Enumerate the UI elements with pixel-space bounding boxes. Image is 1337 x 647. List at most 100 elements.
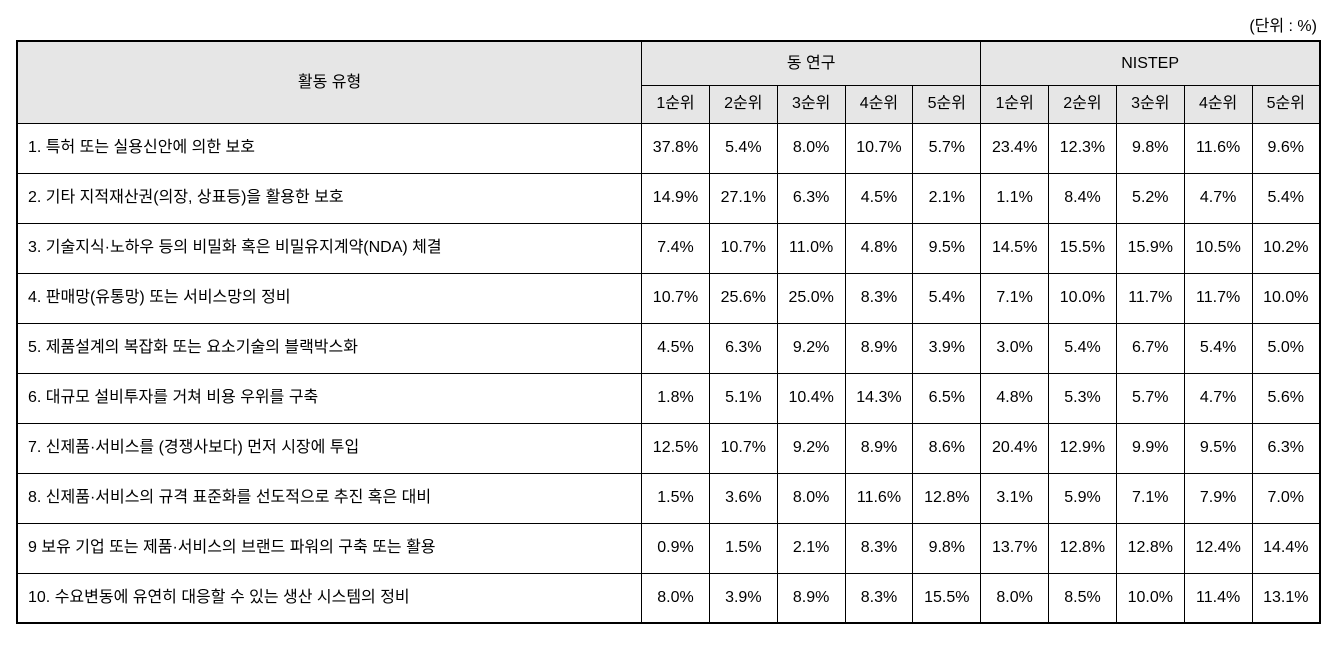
- cell-a: 4.5%: [642, 323, 710, 373]
- table-row: 4. 판매망(유통망) 또는 서비스망의 정비10.7%25.6%25.0%8.…: [17, 273, 1320, 323]
- cell-b: 9.9%: [1116, 423, 1184, 473]
- cell-a: 10.4%: [777, 373, 845, 423]
- cell-a: 27.1%: [709, 173, 777, 223]
- cell-a: 10.7%: [709, 223, 777, 273]
- cell-b: 7.0%: [1252, 473, 1320, 523]
- cell-a: 0.9%: [642, 523, 710, 573]
- cell-a: 8.9%: [845, 323, 913, 373]
- cell-b: 8.5%: [1049, 573, 1117, 623]
- cell-b: 7.1%: [1116, 473, 1184, 523]
- cell-b: 10.0%: [1116, 573, 1184, 623]
- row-label: 8. 신제품·서비스의 규격 표준화를 선도적으로 추진 혹은 대비: [17, 473, 642, 523]
- cell-b: 10.2%: [1252, 223, 1320, 273]
- table-row: 1. 특허 또는 실용신안에 의한 보호37.8%5.4%8.0%10.7%5.…: [17, 123, 1320, 173]
- table-row: 9 보유 기업 또는 제품·서비스의 브랜드 파워의 구축 또는 활용0.9%1…: [17, 523, 1320, 573]
- row-label: 2. 기타 지적재산권(의장, 상표등)을 활용한 보호: [17, 173, 642, 223]
- header-rank-a5: 5순위: [913, 85, 981, 123]
- header-group-b: NISTEP: [981, 41, 1320, 85]
- cell-a: 8.3%: [845, 273, 913, 323]
- cell-a: 37.8%: [642, 123, 710, 173]
- cell-a: 8.0%: [777, 473, 845, 523]
- cell-a: 8.9%: [777, 573, 845, 623]
- cell-a: 4.8%: [845, 223, 913, 273]
- cell-a: 2.1%: [777, 523, 845, 573]
- cell-b: 13.1%: [1252, 573, 1320, 623]
- cell-b: 12.8%: [1049, 523, 1117, 573]
- cell-a: 7.4%: [642, 223, 710, 273]
- row-label: 5. 제품설계의 복잡화 또는 요소기술의 블랙박스화: [17, 323, 642, 373]
- cell-b: 11.7%: [1116, 273, 1184, 323]
- cell-b: 12.4%: [1184, 523, 1252, 573]
- row-label: 3. 기술지식·노하우 등의 비밀화 혹은 비밀유지계약(NDA) 체결: [17, 223, 642, 273]
- header-rank-b3: 3순위: [1116, 85, 1184, 123]
- row-label: 7. 신제품·서비스를 (경쟁사보다) 먼저 시장에 투입: [17, 423, 642, 473]
- cell-b: 10.0%: [1252, 273, 1320, 323]
- cell-b: 1.1%: [981, 173, 1049, 223]
- row-label: 1. 특허 또는 실용신안에 의한 보호: [17, 123, 642, 173]
- cell-b: 3.1%: [981, 473, 1049, 523]
- cell-a: 6.5%: [913, 373, 981, 423]
- table-row: 8. 신제품·서비스의 규격 표준화를 선도적으로 추진 혹은 대비1.5%3.…: [17, 473, 1320, 523]
- header-rank-a2: 2순위: [709, 85, 777, 123]
- cell-a: 25.0%: [777, 273, 845, 323]
- cell-b: 4.8%: [981, 373, 1049, 423]
- cell-a: 2.1%: [913, 173, 981, 223]
- cell-a: 8.0%: [777, 123, 845, 173]
- unit-label: (단위 : %): [16, 12, 1317, 36]
- cell-a: 10.7%: [845, 123, 913, 173]
- cell-b: 20.4%: [981, 423, 1049, 473]
- cell-a: 5.1%: [709, 373, 777, 423]
- cell-a: 8.3%: [845, 523, 913, 573]
- cell-b: 9.5%: [1184, 423, 1252, 473]
- cell-b: 15.9%: [1116, 223, 1184, 273]
- header-rank-b1: 1순위: [981, 85, 1049, 123]
- cell-b: 12.8%: [1116, 523, 1184, 573]
- table-body: 1. 특허 또는 실용신안에 의한 보호37.8%5.4%8.0%10.7%5.…: [17, 123, 1320, 623]
- cell-b: 9.8%: [1116, 123, 1184, 173]
- row-label: 9 보유 기업 또는 제품·서비스의 브랜드 파워의 구축 또는 활용: [17, 523, 642, 573]
- cell-b: 10.5%: [1184, 223, 1252, 273]
- cell-b: 14.4%: [1252, 523, 1320, 573]
- cell-b: 5.6%: [1252, 373, 1320, 423]
- header-rank-b5: 5순위: [1252, 85, 1320, 123]
- cell-b: 9.6%: [1252, 123, 1320, 173]
- cell-b: 4.7%: [1184, 373, 1252, 423]
- cell-b: 5.2%: [1116, 173, 1184, 223]
- cell-b: 8.4%: [1049, 173, 1117, 223]
- cell-a: 12.5%: [642, 423, 710, 473]
- cell-a: 8.9%: [845, 423, 913, 473]
- row-label: 6. 대규모 설비투자를 거쳐 비용 우위를 구축: [17, 373, 642, 423]
- cell-a: 10.7%: [642, 273, 710, 323]
- cell-b: 4.7%: [1184, 173, 1252, 223]
- header-rank-a1: 1순위: [642, 85, 710, 123]
- cell-b: 11.6%: [1184, 123, 1252, 173]
- cell-b: 5.0%: [1252, 323, 1320, 373]
- cell-a: 4.5%: [845, 173, 913, 223]
- cell-a: 9.5%: [913, 223, 981, 273]
- cell-b: 8.0%: [981, 573, 1049, 623]
- cell-a: 8.0%: [642, 573, 710, 623]
- header-rank-b2: 2순위: [1049, 85, 1117, 123]
- table-row: 6. 대규모 설비투자를 거쳐 비용 우위를 구축1.8%5.1%10.4%14…: [17, 373, 1320, 423]
- cell-a: 11.0%: [777, 223, 845, 273]
- cell-a: 8.6%: [913, 423, 981, 473]
- cell-b: 23.4%: [981, 123, 1049, 173]
- cell-b: 12.9%: [1049, 423, 1117, 473]
- cell-b: 5.7%: [1116, 373, 1184, 423]
- activity-table: 활동 유형 동 연구 NISTEP 1순위 2순위 3순위 4순위 5순위 1순…: [16, 40, 1321, 624]
- cell-a: 25.6%: [709, 273, 777, 323]
- table-row: 5. 제품설계의 복잡화 또는 요소기술의 블랙박스화4.5%6.3%9.2%8…: [17, 323, 1320, 373]
- cell-b: 5.4%: [1252, 173, 1320, 223]
- cell-b: 5.4%: [1049, 323, 1117, 373]
- header-rank-b4: 4순위: [1184, 85, 1252, 123]
- cell-a: 8.3%: [845, 573, 913, 623]
- cell-a: 3.9%: [709, 573, 777, 623]
- cell-a: 14.3%: [845, 373, 913, 423]
- table-row: 2. 기타 지적재산권(의장, 상표등)을 활용한 보호14.9%27.1%6.…: [17, 173, 1320, 223]
- cell-b: 5.3%: [1049, 373, 1117, 423]
- cell-a: 10.7%: [709, 423, 777, 473]
- cell-a: 1.8%: [642, 373, 710, 423]
- cell-a: 1.5%: [709, 523, 777, 573]
- table-row: 3. 기술지식·노하우 등의 비밀화 혹은 비밀유지계약(NDA) 체결7.4%…: [17, 223, 1320, 273]
- cell-b: 7.9%: [1184, 473, 1252, 523]
